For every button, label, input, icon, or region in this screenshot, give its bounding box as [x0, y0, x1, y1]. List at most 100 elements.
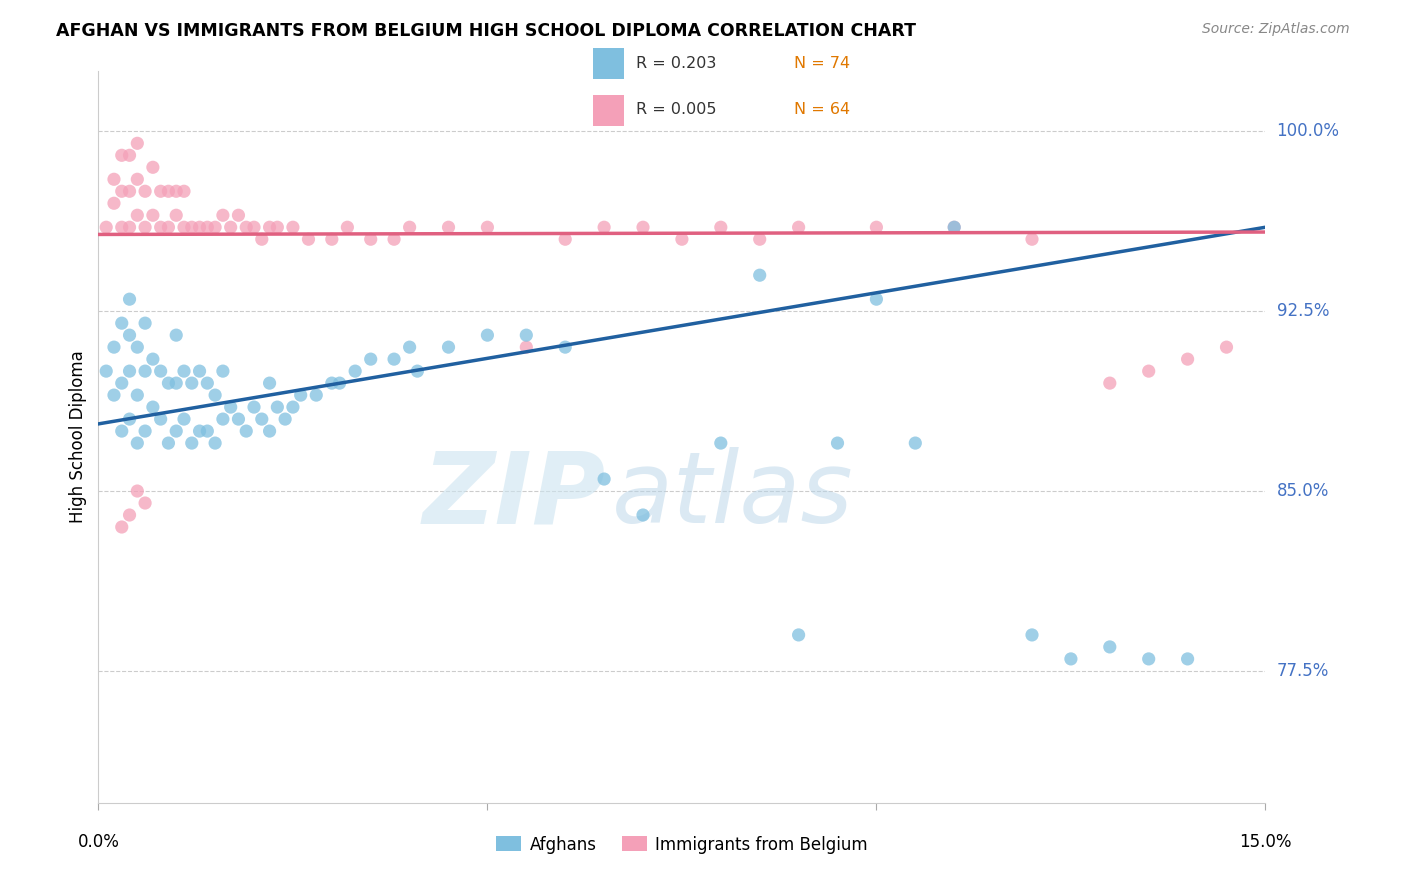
Point: [274, 412, 297, 426]
Point: [631, 220, 654, 235]
Point: [134, 364, 156, 378]
Point: [710, 220, 733, 235]
Point: [266, 220, 288, 235]
Point: [204, 436, 226, 450]
Point: [515, 328, 537, 343]
Point: [96, 220, 118, 235]
Point: [165, 208, 187, 222]
Point: [290, 388, 312, 402]
Point: [593, 472, 616, 486]
Point: [219, 220, 242, 235]
Point: [321, 376, 343, 391]
Text: 15.0%: 15.0%: [1239, 833, 1292, 851]
Point: [593, 220, 616, 235]
Point: [259, 220, 281, 235]
Text: ZIP: ZIP: [423, 447, 606, 544]
Point: [344, 364, 367, 378]
Point: [250, 412, 273, 426]
Point: [250, 232, 273, 246]
Point: [118, 148, 141, 162]
Point: [204, 220, 226, 235]
Point: [149, 364, 172, 378]
Point: [219, 400, 242, 414]
Point: [195, 424, 218, 438]
Point: [477, 220, 499, 235]
Point: [127, 436, 149, 450]
Point: [149, 184, 172, 198]
Point: [127, 388, 149, 402]
Point: [631, 508, 654, 522]
Point: [142, 400, 165, 414]
Y-axis label: High School Diploma: High School Diploma: [69, 351, 87, 524]
Point: [111, 316, 134, 330]
Point: [398, 340, 420, 354]
Point: [787, 220, 810, 235]
Point: [127, 340, 149, 354]
Point: [235, 220, 257, 235]
Point: [865, 220, 887, 235]
Legend: Afghans, Immigrants from Belgium: Afghans, Immigrants from Belgium: [489, 829, 875, 860]
Point: [943, 220, 966, 235]
Point: [195, 376, 218, 391]
Point: [157, 184, 180, 198]
Point: [127, 483, 149, 498]
Point: [360, 352, 382, 367]
Point: [103, 172, 125, 186]
Point: [180, 436, 202, 450]
Point: [118, 508, 141, 522]
Point: [281, 400, 304, 414]
Point: [142, 352, 165, 367]
Point: [259, 424, 281, 438]
FancyBboxPatch shape: [593, 95, 624, 126]
Point: [305, 388, 328, 402]
Text: R = 0.005: R = 0.005: [636, 102, 717, 117]
Point: [173, 412, 195, 426]
Point: [127, 208, 149, 222]
Point: [554, 232, 576, 246]
FancyBboxPatch shape: [593, 48, 624, 78]
Point: [1060, 652, 1083, 666]
Point: [180, 220, 202, 235]
Point: [111, 520, 134, 534]
Point: [157, 436, 180, 450]
Point: [149, 220, 172, 235]
Point: [157, 376, 180, 391]
Point: [127, 136, 149, 151]
Point: [297, 232, 319, 246]
Text: AFGHAN VS IMMIGRANTS FROM BELGIUM HIGH SCHOOL DIPLOMA CORRELATION CHART: AFGHAN VS IMMIGRANTS FROM BELGIUM HIGH S…: [56, 22, 917, 40]
Point: [118, 220, 141, 235]
Point: [165, 184, 187, 198]
Point: [134, 316, 156, 330]
Point: [111, 220, 134, 235]
Point: [165, 424, 187, 438]
Text: 0.0%: 0.0%: [77, 833, 120, 851]
Point: [360, 232, 382, 246]
Point: [1021, 628, 1043, 642]
Point: [1098, 376, 1121, 391]
Text: atlas: atlas: [612, 447, 853, 544]
Point: [165, 376, 187, 391]
Point: [1137, 652, 1160, 666]
Point: [142, 161, 165, 175]
Point: [204, 388, 226, 402]
Point: [118, 328, 141, 343]
Point: [180, 376, 202, 391]
Text: Source: ZipAtlas.com: Source: ZipAtlas.com: [1202, 22, 1350, 37]
Point: [477, 328, 499, 343]
Point: [165, 328, 187, 343]
Point: [142, 208, 165, 222]
Point: [134, 184, 156, 198]
Point: [748, 232, 770, 246]
Point: [321, 232, 343, 246]
Point: [1215, 340, 1237, 354]
Point: [437, 220, 460, 235]
Point: [188, 220, 211, 235]
Point: [710, 436, 733, 450]
Point: [1098, 640, 1121, 654]
Point: [748, 268, 770, 283]
Point: [329, 376, 352, 391]
Point: [195, 220, 218, 235]
Point: [382, 232, 405, 246]
Point: [173, 184, 195, 198]
Point: [134, 496, 156, 510]
